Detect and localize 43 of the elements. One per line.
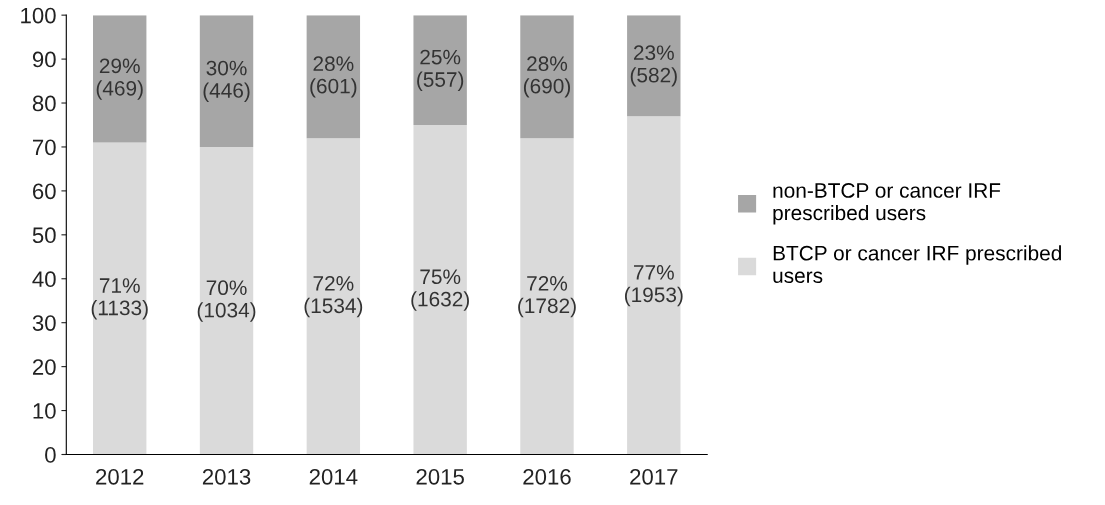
y-tick-label: 30 [32,315,56,331]
x-tick-label: 2014 [309,468,358,485]
data-label: 30% (446) [203,60,250,102]
y-tick-label: 70 [33,139,56,156]
data-label: 72% (1782) [518,275,576,318]
bar [93,142,147,455]
x-tick-label: 2013 [202,468,251,485]
data-label: 71% (1133) [91,278,148,320]
y-tick-label: 80 [32,95,56,112]
y-tick-label: 90 [32,51,56,68]
bar [413,124,467,455]
y-tick-label: 10 [33,403,56,419]
y-tick-label: 50 [32,227,56,244]
bar [93,15,147,143]
legend-label: BTCP or cancer IRF prescribed users [773,245,1061,283]
bar [520,15,574,139]
data-label: 72% (1534) [304,275,363,318]
y-tick-label: 40 [32,271,56,288]
x-tick-label: 2016 [523,468,571,485]
bar [413,15,467,125]
data-label: 28% (601) [310,56,357,98]
data-label: 29% (469) [96,58,143,100]
bar [199,15,254,147]
data-label: 23% (582) [630,45,677,87]
y-tick-label: 100 [21,7,56,24]
data-label: 28% (690) [523,56,570,98]
bar [306,15,361,139]
data-label: 75% (1632) [411,269,469,311]
y-tick-label: 60 [32,183,56,200]
bar [199,146,254,455]
data-label: 70% (1034) [197,280,256,322]
data-label: 77% (1953) [624,265,683,307]
x-tick-label: 2017 [630,468,678,485]
bar [306,138,361,455]
x-tick-label: 2012 [96,468,144,485]
bar [520,138,574,455]
y-tick-label: 0 [45,447,56,463]
bar [627,116,681,455]
y-tick-label: 20 [32,359,56,375]
bar [627,15,681,117]
legend-label: non-BTCP or cancer IRF prescribed users [773,183,1001,225]
data-label: 25% (557) [417,49,464,91]
x-tick-label: 2015 [416,468,464,485]
